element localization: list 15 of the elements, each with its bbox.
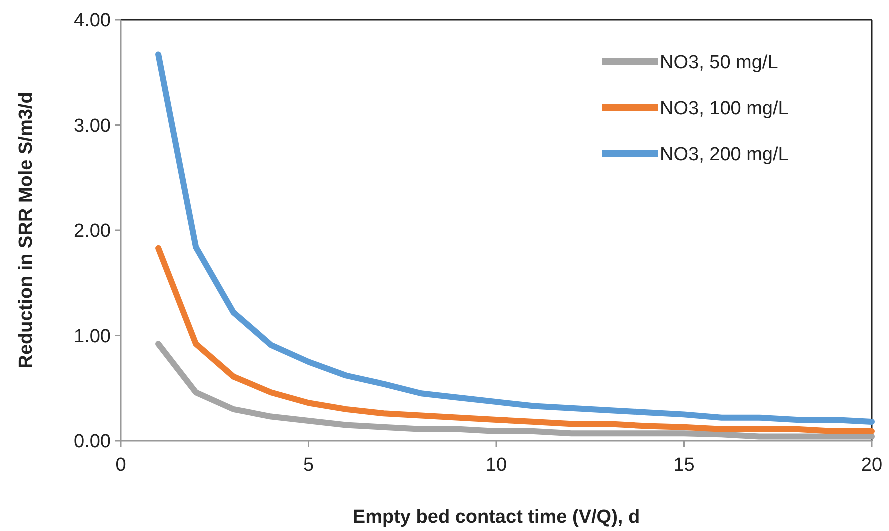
x-tick-label: 10 [486,455,508,476]
x-tick-label: 15 [674,455,695,476]
legend-label: NO3, 50 mg/L [660,52,778,74]
y-axis-title: Reduction in SRR Mole S/m3/d [16,92,37,369]
x-axis-title: Empty bed contact time (V/Q), d [352,507,640,528]
y-tick-label: 3.00 [74,116,111,137]
y-tick-label: 0.00 [74,432,111,453]
y-tick-label: 1.00 [74,326,111,348]
legend-label: NO3, 100 mg/L [660,98,789,120]
legend-label: NO3, 200 mg/L [660,144,789,166]
x-tick-label: 5 [303,455,314,476]
y-tick-label: 4.00 [74,10,111,32]
x-tick-label: 20 [861,455,883,476]
x-tick-label: 0 [116,455,126,476]
y-tick-label: 2.00 [74,221,111,242]
